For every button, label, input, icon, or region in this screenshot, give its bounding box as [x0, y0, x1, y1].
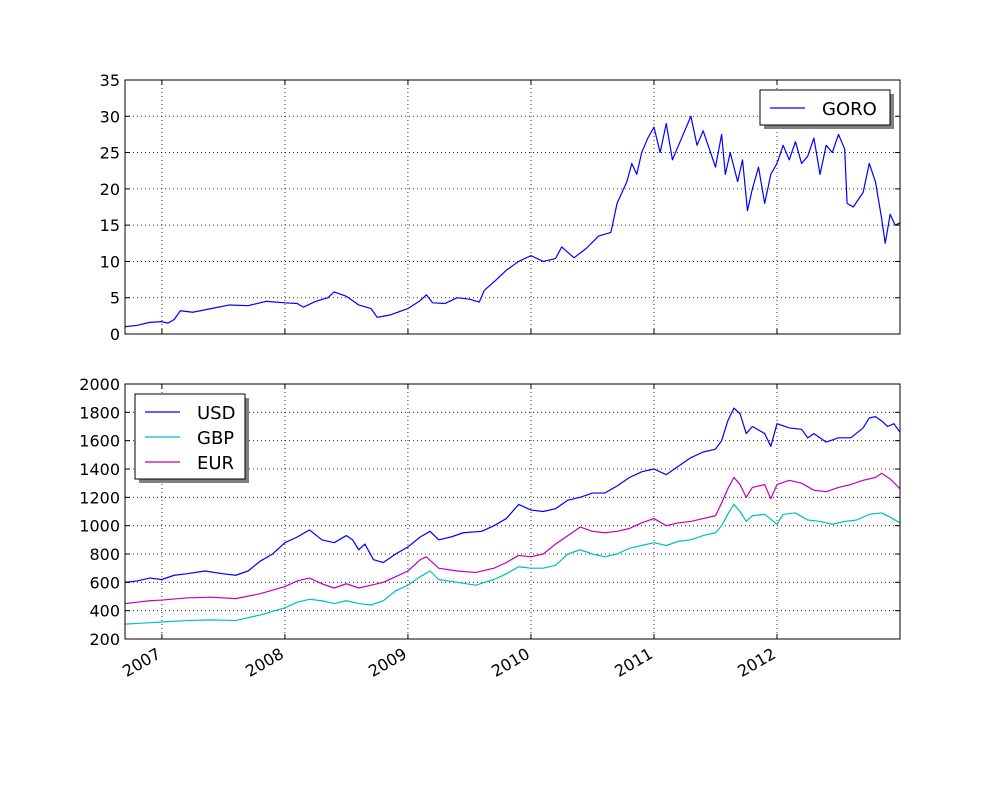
y-tick-label: 400	[89, 602, 120, 621]
x-tick-label: 2010	[488, 644, 533, 681]
y-tick-label: 0	[110, 325, 120, 344]
x-tick-label: 2008	[242, 644, 287, 681]
y-tick-label: 1400	[79, 460, 120, 479]
y-tick-label: 20	[100, 180, 120, 199]
y-tick-label: 30	[100, 107, 120, 126]
currency-price-chart: 200 400 600 800 1000 1200 1400 1600 1800 2000 2007…	[79, 375, 901, 681]
y-tick-label: 800	[89, 545, 120, 564]
y-tick-label: 1800	[79, 403, 120, 422]
y-tick-label: 1600	[79, 432, 120, 451]
axes-frame	[124, 383, 901, 640]
y-tick-label: 10	[100, 252, 120, 271]
y-tick-label: 200	[89, 630, 120, 649]
legend-label-usd: USD	[197, 403, 235, 424]
y-tick-label: 5	[110, 289, 120, 308]
legend: GORO	[759, 89, 894, 129]
y-tick-label: 25	[100, 144, 120, 163]
y-tick-label: 1000	[79, 517, 120, 536]
legend-label-eur: EUR	[197, 453, 234, 474]
x-tick-label: 2009	[365, 644, 410, 681]
series-line-usd	[125, 407, 900, 583]
y-tick-label: 600	[89, 573, 120, 592]
x-tick-label: 2012	[734, 644, 779, 681]
y-tick-label: 15	[100, 216, 120, 235]
y-tick-label: 1200	[79, 488, 120, 507]
y-tick-label: 35	[100, 71, 120, 90]
series-line-eur	[125, 472, 900, 605]
series-line-gbp	[125, 503, 900, 625]
axes-frame	[124, 79, 901, 335]
goro-price-chart: 0 5 10 15 20 25 30 35 GORO	[100, 71, 901, 344]
legend-label-gbp: GBP	[197, 428, 234, 449]
legend-label-goro: GORO	[822, 99, 877, 120]
y-tick-label: 2000	[79, 375, 120, 394]
series-line-goro	[125, 115, 900, 328]
x-tick-label: 2007	[119, 644, 164, 681]
x-tick-label: 2011	[611, 644, 656, 681]
legend: USD GBP EUR	[134, 393, 249, 483]
